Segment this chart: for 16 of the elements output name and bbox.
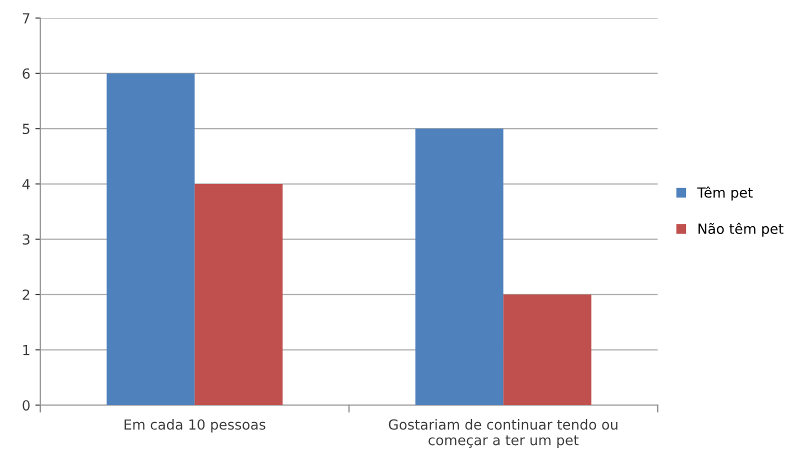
y-tick-label: 6 [22, 68, 30, 79]
y-tick-label: 0 [22, 400, 30, 411]
legend-label: Têm pet [697, 186, 753, 200]
bar [194, 184, 283, 406]
bar [503, 294, 592, 406]
y-tick-label: 3 [22, 234, 30, 245]
x-tick-label: Gostariam de continuar tendo ou começar a ter um pet [388, 419, 618, 448]
x-tick-label: Em cada 10 pessoas [124, 419, 266, 432]
bar [106, 73, 195, 406]
y-tick-label: 7 [22, 13, 30, 24]
y-tick-label: 4 [22, 179, 30, 190]
bar [415, 128, 504, 406]
y-tick-label: 1 [23, 344, 30, 356]
y-tick-label: 5 [22, 124, 30, 134]
legend-label: Não têm pet [698, 222, 784, 237]
y-tick-label: 2 [22, 290, 30, 300]
